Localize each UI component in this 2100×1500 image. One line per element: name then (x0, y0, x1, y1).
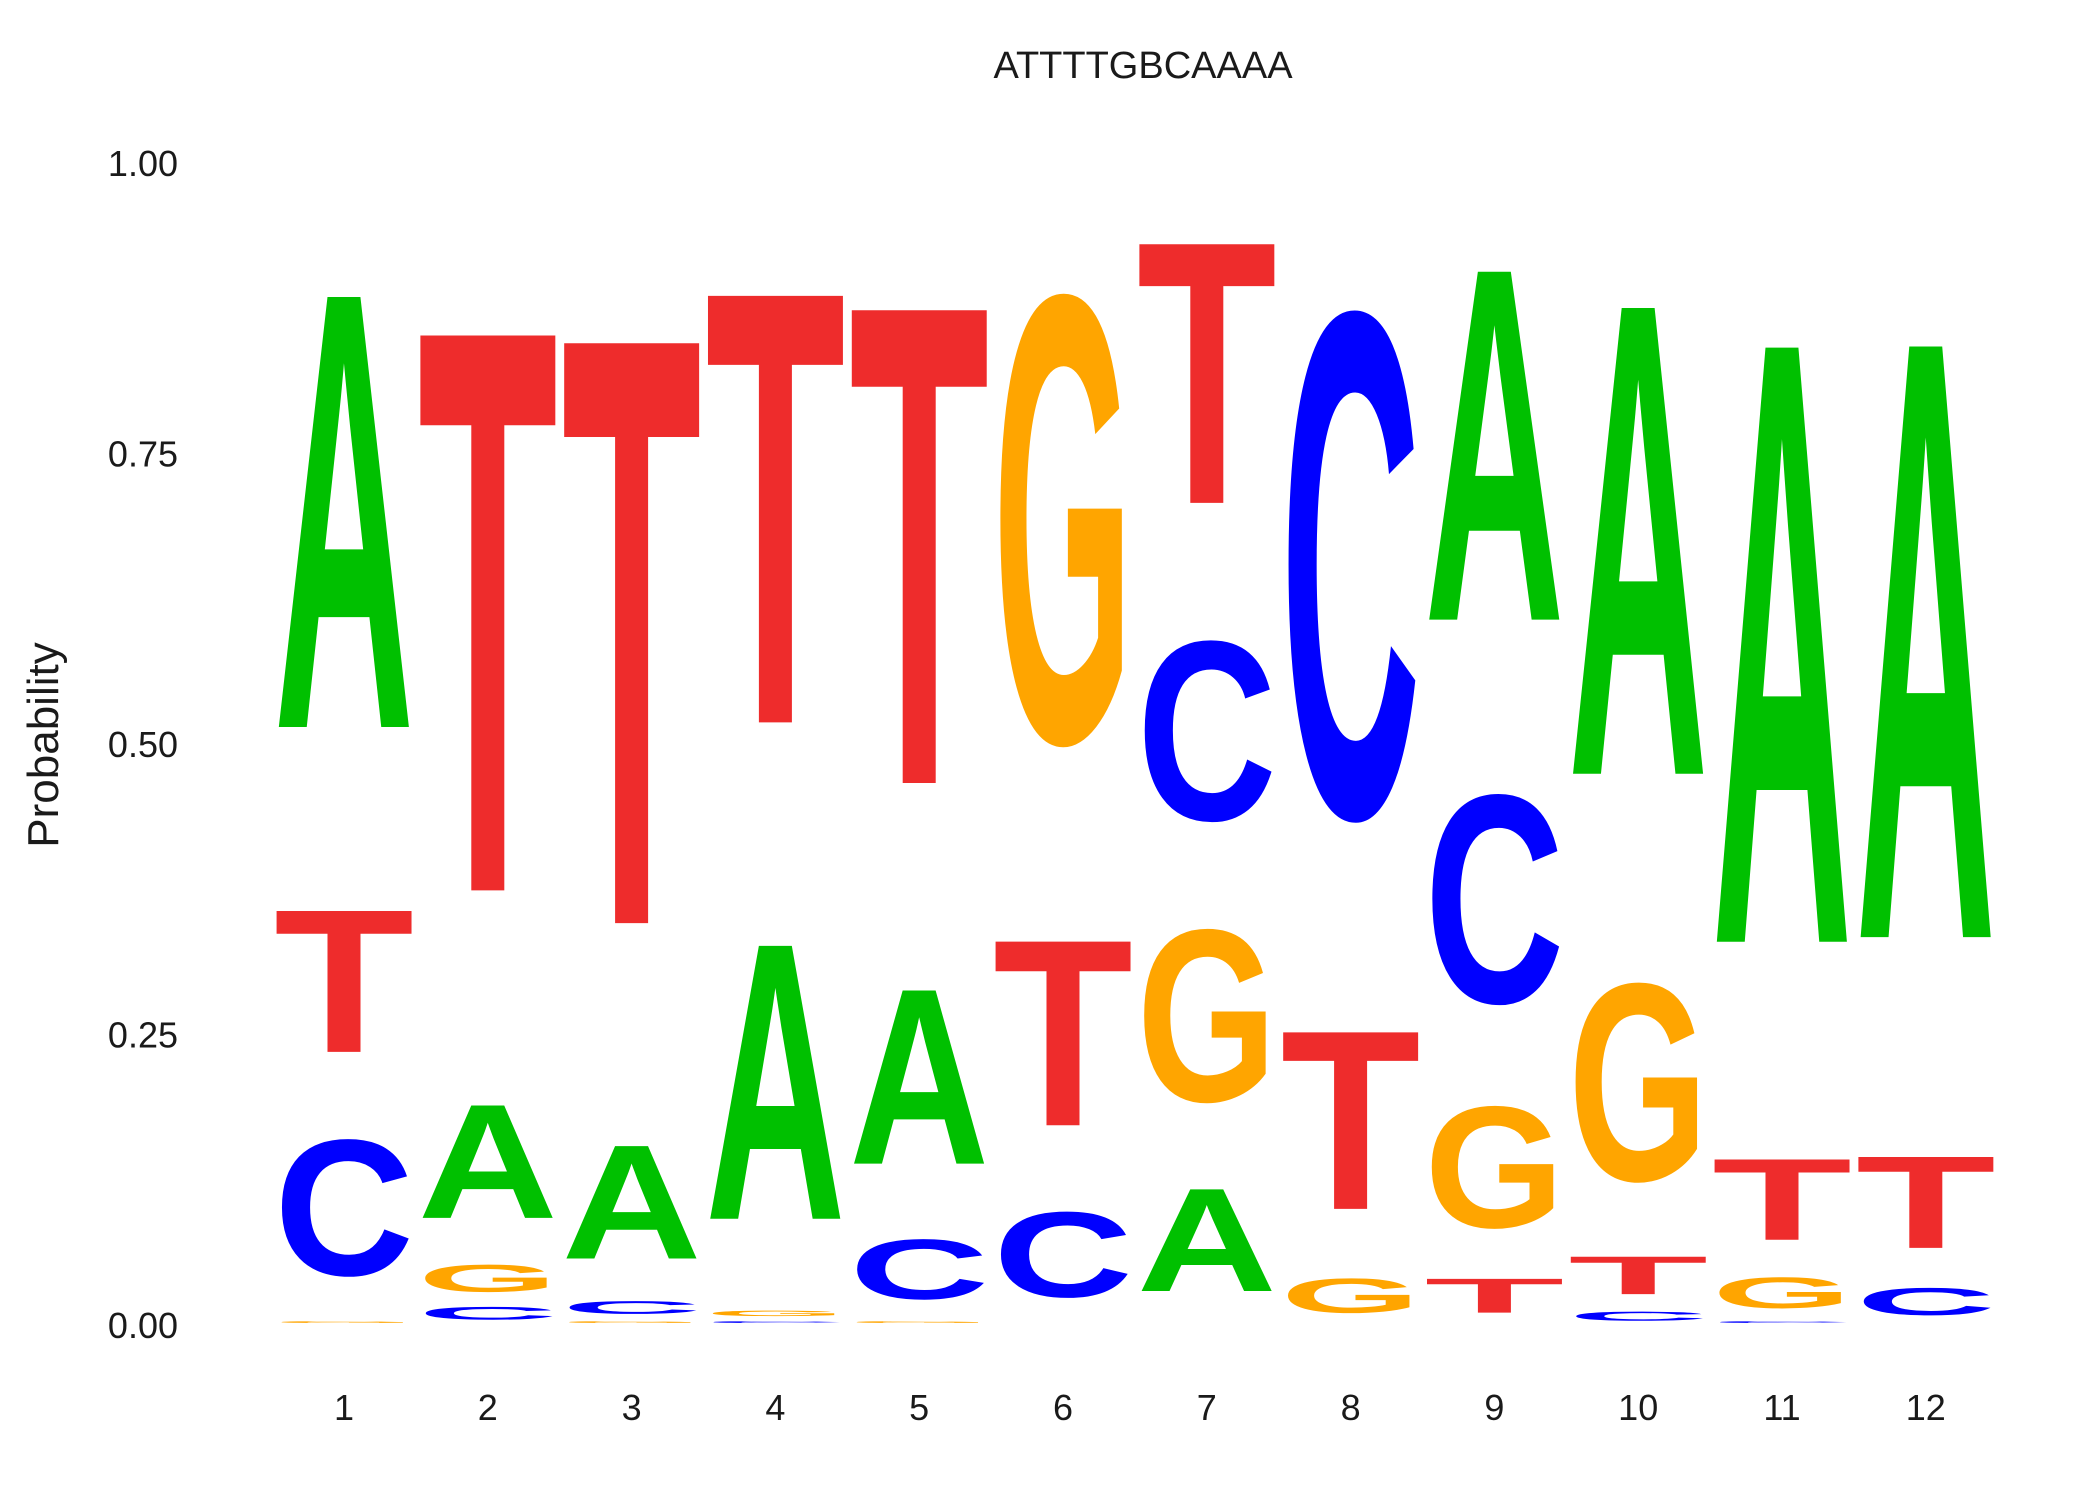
letter-stack-8: GTC (1281, 161, 1421, 1323)
x-tick-label: 8 (1341, 1387, 1361, 1428)
logo-letter: G (1281, 1268, 1421, 1323)
logo-letter: C (993, 1187, 1133, 1323)
logo-letter: A (562, 1111, 702, 1293)
logo-letter: C (1281, 161, 1421, 970)
y-tick-label: 0.00 (108, 1305, 178, 1346)
logo-letter: C (418, 1303, 558, 1323)
logo-letter: T (1424, 1268, 1564, 1323)
x-tick-label: 11 (1763, 1387, 1800, 1428)
logo-letter: A (1424, 163, 1564, 728)
logo-letter: G (849, 1321, 989, 1324)
logo-letter: C (1856, 1280, 1996, 1324)
logo-letter: T (705, 163, 845, 855)
logo-letter: T (1281, 977, 1421, 1264)
x-tick-label: 6 (1053, 1387, 1073, 1428)
letter-stack-3: G CAT (562, 160, 702, 1323)
logo-letter: G (705, 1309, 845, 1318)
y-tick-label: 0.50 (108, 724, 178, 765)
letter-stack-5: G CAT (849, 161, 989, 1324)
logo-letter: C (705, 1321, 845, 1324)
logo-letter: A (1568, 161, 1708, 918)
x-tick-label: 12 (1906, 1387, 1946, 1428)
logo-letter: C (1712, 1321, 1852, 1324)
x-tick-label: 7 (1197, 1387, 1217, 1428)
x-tick-label: 5 (909, 1387, 929, 1428)
logo-letter: T (562, 160, 702, 1102)
x-tick-label: 4 (765, 1387, 785, 1428)
x-tick-label: 9 (1484, 1387, 1504, 1428)
logo-letter: T (418, 160, 558, 1062)
letter-stack-11: C GTA (1712, 159, 1852, 1323)
logo-letter: G (1424, 1071, 1564, 1264)
y-tick-label: 0.25 (108, 1015, 178, 1056)
logo-letter: T (274, 867, 414, 1096)
letter-stacks: GCTACGATGCATCGATGCATCTGAGCTGTCTGCACTGACG… (274, 159, 1996, 1323)
logo-letter: G (1568, 926, 1708, 1241)
logo-letter: G (1137, 878, 1277, 1153)
y-axis-label: Probability (19, 642, 68, 847)
chart-title: ATTTTGBCAAAA (993, 45, 1293, 87)
logo-letter: G (993, 161, 1133, 877)
logo-letter: C (562, 1297, 702, 1317)
x-tick-label: 1 (334, 1387, 354, 1428)
logo-letter: A (1856, 160, 1996, 1119)
logo-letter: G (274, 1321, 414, 1324)
logo-letter: C (849, 1221, 989, 1317)
logo-letter: T (849, 161, 989, 930)
x-axis-ticks: 1 2 3 4 5 6 7 8 9 10 11 12 (334, 1387, 1946, 1428)
logo-letter: G (1712, 1268, 1852, 1317)
logo-letter: A (418, 1070, 558, 1252)
logo-letter: C (1137, 588, 1277, 875)
logo-letter: T (1856, 1129, 1996, 1277)
logo-letter: T (993, 884, 1133, 1182)
logo-letter: T (1137, 162, 1277, 582)
logo-letter: A (274, 162, 414, 860)
x-tick-label: 3 (622, 1387, 642, 1428)
letter-stack-6: CTG (993, 161, 1133, 1323)
y-tick-label: 0.75 (108, 434, 178, 475)
logo-letter: G (418, 1257, 558, 1301)
logo-letter: C (1424, 733, 1564, 1066)
logo-letter: A (849, 936, 989, 1217)
logo-letter: T (1568, 1245, 1708, 1306)
letter-stack-12: CTA (1856, 160, 1996, 1323)
logo-letter: C (1568, 1309, 1708, 1323)
logo-letter: A (705, 860, 845, 1303)
logo-letter: C (274, 1100, 414, 1317)
x-tick-label: 10 (1618, 1387, 1658, 1428)
logo-letter: A (1712, 159, 1852, 1125)
letter-stack-1: G CTA (274, 162, 414, 1323)
logo-letter: T (1712, 1134, 1852, 1265)
logo-letter: A (1137, 1157, 1277, 1322)
logo-letter: G (562, 1321, 702, 1324)
y-tick-label: 1.00 (108, 143, 178, 184)
x-tick-label: 2 (478, 1387, 498, 1428)
y-axis-ticks: 0.00 0.25 0.50 0.75 1.00 (108, 143, 178, 1346)
